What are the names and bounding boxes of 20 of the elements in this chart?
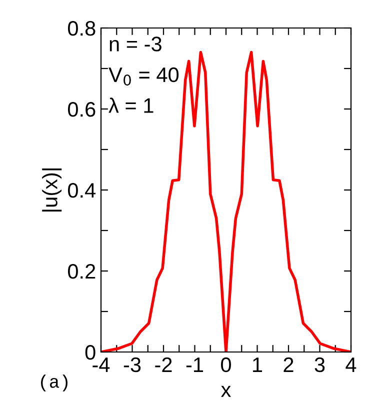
x-tick-label: 1 (253, 358, 262, 372)
x-tick-label: 0 (221, 357, 231, 372)
y-tick-label: 0 (85, 345, 96, 360)
y-tick-label: 0.2 (68, 264, 96, 279)
y-tick-label: 0.6 (68, 102, 96, 117)
annotation: λ = 1 (108, 98, 154, 113)
x-tick-label: -2 (155, 357, 172, 372)
x-tick-label: -1 (186, 358, 203, 372)
y-tick-label: 0.8 (68, 21, 96, 36)
annotation: V$_{0}$ = 40 (108, 67, 179, 86)
x-tick-label: 4 (346, 358, 356, 372)
x-tick-label: 2 (284, 357, 294, 372)
annotation: n = -3 (110, 36, 162, 52)
y-axis-title: |u(x)| (42, 168, 62, 212)
y-tick-label: 0.4 (68, 183, 96, 198)
x-axis-title: x (221, 386, 231, 397)
x-tick-label: 3 (314, 357, 325, 372)
x-tick-label: -3 (124, 357, 141, 372)
text: (a) (41, 374, 68, 392)
x-tick-label: -4 (92, 358, 110, 372)
